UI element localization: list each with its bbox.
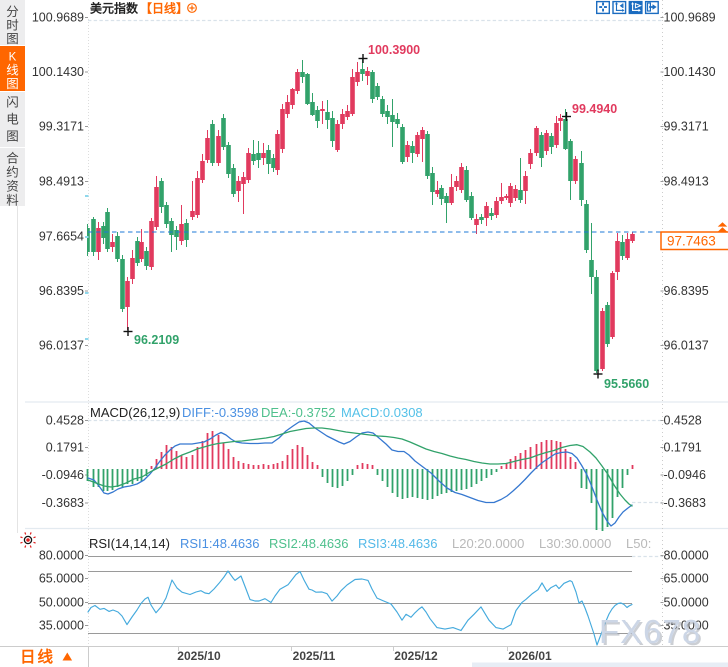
svg-text:美元指数: 美元指数 (90, 1, 139, 16)
svg-text:DIFF:-0.3598: DIFF:-0.3598 (182, 405, 259, 420)
svg-text:L20:20.0000: L20:20.0000 (452, 536, 524, 551)
svg-text:50.0000: 50.0000 (39, 596, 84, 610)
svg-text:L30:30.0000: L30:30.0000 (539, 536, 611, 551)
svg-text:95.5660: 95.5660 (604, 377, 649, 391)
svg-text:DEA:-0.3752: DEA:-0.3752 (261, 405, 335, 420)
svg-text:-0.3683: -0.3683 (42, 496, 84, 510)
svg-text:100.3900: 100.3900 (368, 43, 420, 57)
svg-text:RSI2:48.4636: RSI2:48.4636 (269, 536, 349, 551)
svg-text:2025/11: 2025/11 (293, 649, 336, 663)
svg-text:2025/12: 2025/12 (394, 649, 438, 663)
svg-text:资: 资 (6, 180, 19, 194)
svg-text:0.1791: 0.1791 (46, 441, 84, 455)
svg-text:合: 合 (6, 151, 19, 166)
svg-text:35.0000: 35.0000 (39, 619, 84, 633)
svg-text:99.3171: 99.3171 (664, 120, 709, 134)
svg-text:0.4528: 0.4528 (664, 414, 702, 428)
svg-text:时: 时 (6, 19, 19, 33)
svg-text:图: 图 (6, 130, 19, 144)
svg-text:MACD(26,12,9): MACD(26,12,9) (90, 405, 180, 420)
svg-text:FX678: FX678 (599, 613, 701, 650)
svg-text:80.0000: 80.0000 (664, 549, 709, 563)
svg-text:0.1791: 0.1791 (664, 441, 702, 455)
svg-text:-0.0946: -0.0946 (42, 468, 84, 482)
svg-text:35.0000: 35.0000 (664, 619, 709, 633)
svg-text:96.8395: 96.8395 (39, 284, 84, 298)
svg-text:80.0000: 80.0000 (39, 549, 84, 563)
svg-text:100.1430: 100.1430 (664, 65, 716, 79)
svg-text:图: 图 (6, 32, 19, 46)
svg-text:100.1430: 100.1430 (32, 65, 84, 79)
svg-text:电: 电 (6, 113, 19, 127)
svg-text:-0.3683: -0.3683 (664, 496, 706, 510)
svg-text:料: 料 (6, 194, 19, 208)
svg-text:【日线】: 【日线】 (140, 1, 188, 16)
svg-text:2025/10: 2025/10 (177, 649, 221, 663)
svg-text:2026/01: 2026/01 (508, 649, 552, 663)
svg-text:65.0000: 65.0000 (39, 572, 84, 586)
svg-text:100.9689: 100.9689 (32, 11, 84, 25)
svg-text:约: 约 (6, 165, 19, 180)
svg-text:分: 分 (6, 5, 19, 19)
svg-text:-0.0946: -0.0946 (664, 468, 706, 482)
svg-text:100.9689: 100.9689 (664, 11, 716, 25)
svg-text:RSI3:48.4636: RSI3:48.4636 (358, 536, 438, 551)
svg-text:日线: 日线 (20, 647, 55, 666)
svg-text:闪: 闪 (6, 96, 19, 110)
svg-text:96.0137: 96.0137 (39, 339, 84, 353)
svg-text:MACD:0.0308: MACD:0.0308 (341, 405, 423, 420)
svg-text:50.0000: 50.0000 (664, 596, 709, 610)
svg-text:FX678: FX678 (601, 615, 703, 652)
svg-text:RSI(14,14,14): RSI(14,14,14) (89, 536, 170, 551)
svg-text:97.7463: 97.7463 (667, 234, 716, 249)
svg-text:L50:: L50: (626, 536, 651, 551)
svg-text:97.6654: 97.6654 (39, 230, 84, 244)
svg-text:K: K (9, 52, 17, 64)
svg-text:线: 线 (6, 64, 19, 78)
svg-text:图: 图 (6, 77, 19, 91)
svg-text:0.4528: 0.4528 (46, 414, 84, 428)
svg-text:98.4913: 98.4913 (39, 175, 84, 189)
svg-text:99.3171: 99.3171 (39, 120, 84, 134)
svg-text:96.0137: 96.0137 (664, 339, 709, 353)
svg-text:65.0000: 65.0000 (664, 572, 709, 586)
svg-text:RSI1:48.4636: RSI1:48.4636 (180, 536, 260, 551)
svg-text:98.4913: 98.4913 (664, 175, 709, 189)
svg-text:96.8395: 96.8395 (664, 284, 709, 298)
svg-text:96.2109: 96.2109 (134, 333, 179, 347)
svg-text:99.4940: 99.4940 (572, 102, 617, 116)
